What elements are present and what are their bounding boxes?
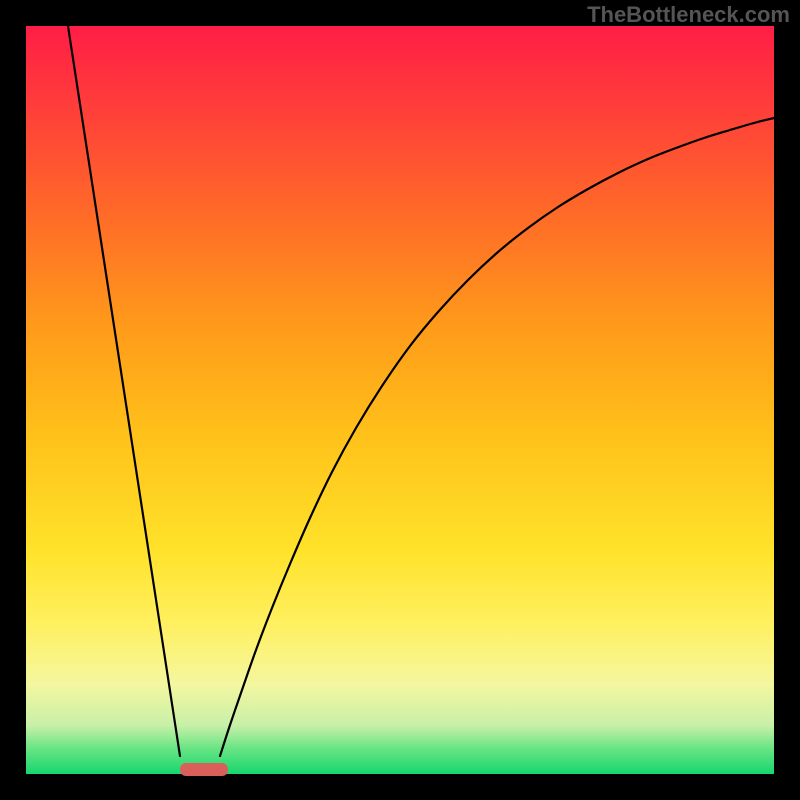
target-marker: [180, 763, 228, 776]
watermark-text: TheBottleneck.com: [587, 2, 790, 27]
chart-svg: TheBottleneck.com: [0, 0, 800, 800]
chart-root: TheBottleneck.com: [0, 0, 800, 800]
plot-background: [26, 26, 774, 774]
